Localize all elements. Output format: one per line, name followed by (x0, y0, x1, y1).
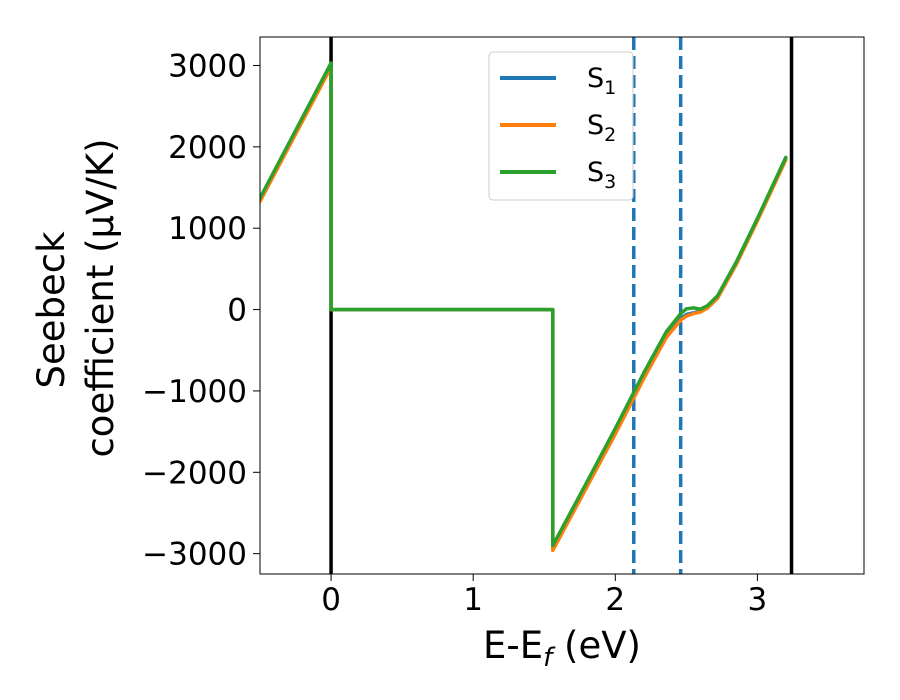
series-line-S3 (260, 61, 788, 548)
y-tick-label: −2000 (142, 455, 247, 491)
y-axis-label-line2: coefficient (μV/K) (79, 138, 122, 457)
series-lines (260, 61, 788, 553)
legend-label-S1: S1 (587, 63, 616, 99)
y-tick-label: 0 (227, 293, 247, 329)
x-tick-label: 2 (605, 582, 625, 618)
plot-frame (259, 36, 865, 575)
y-axis-label-line1: Seebeck (30, 231, 73, 389)
y-tick-label: 2000 (168, 130, 247, 166)
y-tick-label: 1000 (168, 211, 247, 247)
legend-label-S2: S2 (587, 110, 616, 146)
legend-label-S3: S3 (587, 157, 616, 193)
x-tick-label: 1 (463, 582, 483, 618)
y-axis-ticks: 3000 2000 1000 0 −1000 −2000 −3000 (142, 48, 260, 573)
x-axis-ticks: 0 1 2 3 (321, 574, 767, 618)
y-tick-label: −3000 (142, 537, 247, 573)
legend-box (488, 51, 634, 201)
x-tick-label: 3 (748, 582, 768, 618)
legend: S1 S2 S3 (488, 51, 634, 201)
x-tick-label: 0 (321, 582, 341, 618)
x-axis-label: E-Ef (eV) (483, 624, 641, 673)
y-tick-label: −1000 (142, 374, 247, 410)
y-tick-label: 3000 (168, 48, 247, 84)
